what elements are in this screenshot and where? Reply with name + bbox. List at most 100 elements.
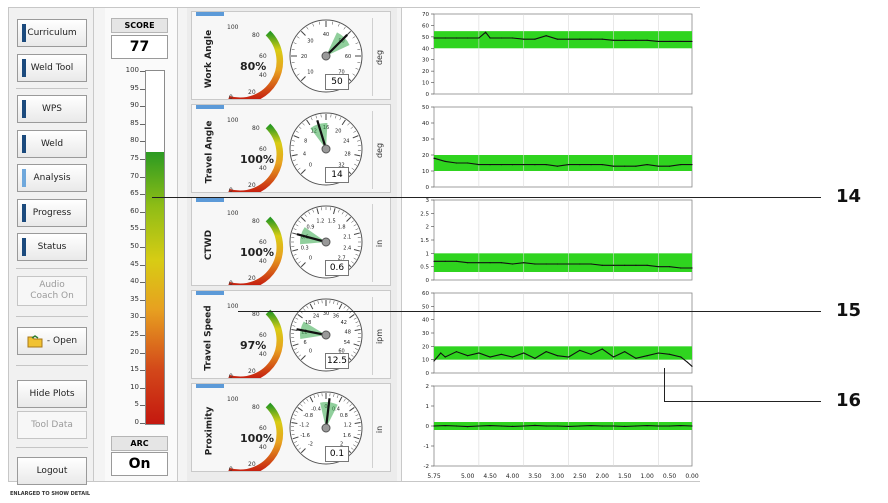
analysis-button[interactable]: Analysis: [17, 164, 87, 192]
data-point: [478, 164, 480, 166]
dial-tick-label: 10: [307, 70, 313, 76]
gauge-readout: 0.1: [325, 446, 349, 462]
data-point: [579, 263, 581, 265]
gauge-unit-text: deg: [375, 49, 385, 65]
tool-data-button[interactable]: Tool Data: [17, 411, 87, 439]
panel-tab: [196, 12, 224, 16]
weld-button[interactable]: Weld: [17, 130, 87, 158]
dial-tick-label: 0.9: [306, 224, 314, 230]
dial-tick-label: 60: [338, 349, 344, 355]
gauge-panel: Proximity 100 80 60 40 20 0 100% -2 -1.6 -1.2…: [191, 383, 391, 472]
dial-tick-label: 2: [340, 442, 343, 448]
data-point: [433, 360, 435, 362]
divider: [16, 316, 88, 317]
y-tick-label: 0: [426, 371, 430, 377]
y-tick-label: 40: [422, 121, 429, 127]
data-point: [485, 31, 487, 33]
y-tick-label: 30: [422, 331, 429, 337]
gauge-unit: deg: [372, 18, 387, 96]
y-tick-label: 30: [422, 58, 429, 64]
y-tick-label: 10: [422, 358, 429, 364]
button-label: Hide Plots: [29, 389, 75, 399]
gauge-title: Travel Angle: [195, 115, 223, 189]
dial-tick-label: 1.6: [343, 433, 351, 439]
logout-button[interactable]: Logout: [17, 457, 87, 485]
data-point: [556, 355, 558, 357]
status-button[interactable]: Status: [17, 233, 87, 261]
svg-text:0: 0: [229, 373, 233, 378]
data-point: [500, 164, 502, 166]
dial-tick-label: 30: [323, 311, 329, 317]
gauge-percent: 80%: [240, 60, 267, 73]
svg-text:60: 60: [259, 425, 267, 432]
data-point: [534, 38, 536, 40]
score-bar: [145, 70, 165, 425]
data-point: [511, 425, 514, 427]
y-tick-label: 20: [422, 153, 429, 159]
y-tick-label: 2: [426, 225, 430, 231]
y-tick-label: 70: [422, 12, 429, 18]
dial-tick-label: 70: [338, 70, 344, 76]
wps-button[interactable]: WPS: [17, 95, 87, 123]
data-point: [590, 164, 592, 166]
score-tick-label: 70: [113, 172, 145, 180]
data-point: [433, 37, 435, 39]
data-point: [635, 39, 637, 41]
score-tick-label: 80: [113, 136, 145, 144]
data-point: [668, 40, 671, 43]
dial-tick-label: 20: [301, 54, 307, 60]
hide-plots-button[interactable]: Hide Plots: [17, 380, 87, 408]
gauge-percent: 97%: [240, 339, 267, 352]
callout-line-16: [664, 401, 821, 402]
dial-tick-label: -0.4: [311, 406, 321, 412]
score-label: SCORE: [111, 18, 168, 33]
data-point: [478, 425, 480, 427]
dial-tick-label: 40: [323, 32, 329, 38]
score-tick-label: 55: [113, 224, 145, 232]
y-tick-label: 0: [426, 185, 430, 191]
gauge-title: Work Angle: [195, 22, 223, 96]
button-label: Status: [37, 242, 67, 252]
dial-needle: [296, 328, 327, 337]
x-tick-label: 3.00: [551, 473, 565, 480]
data-point: [590, 425, 592, 427]
y-tick-label: 40: [422, 46, 429, 52]
callout-16: 16: [836, 390, 862, 411]
gauge-unit-text: ipm: [375, 328, 385, 344]
trace-line: [434, 260, 692, 269]
data-point: [579, 38, 581, 40]
data-point: [646, 39, 648, 41]
audio-coach-button[interactable]: Audio Coach On: [17, 276, 87, 306]
x-tick-label: 0.50: [663, 473, 677, 480]
gauge-title: CTWD: [195, 208, 223, 282]
folder-icon: [27, 334, 43, 347]
curriculum-button[interactable]: Curriculum: [17, 19, 87, 47]
svg-text:40: 40: [259, 351, 267, 358]
data-point: [523, 38, 525, 40]
data-point: [478, 37, 480, 39]
svg-text:80: 80: [252, 125, 260, 132]
x-tick-label: 5.00: [461, 473, 475, 480]
panel-tab: [196, 384, 224, 388]
open-button[interactable]: - Open: [17, 327, 87, 355]
data-point: [556, 263, 558, 265]
y-tick-label: 60: [422, 291, 429, 297]
progress-button[interactable]: Progress: [17, 199, 87, 227]
data-point: [489, 37, 491, 39]
y-tick-label: 20: [422, 69, 429, 75]
gauge-title: Travel Speed: [195, 301, 223, 375]
data-point: [657, 266, 659, 268]
y-tick-label: 3: [426, 198, 430, 204]
sidebar: Curriculum Weld Tool WPS Weld Analysis P…: [9, 8, 94, 485]
data-point: [568, 164, 570, 166]
dial-tick-label: 32: [338, 163, 344, 169]
data-point: [646, 355, 648, 357]
weld-tool-button[interactable]: Weld Tool: [17, 54, 87, 82]
target-band: [434, 31, 692, 49]
data-point: [646, 425, 648, 427]
gauge-percent: 100%: [240, 153, 274, 166]
data-point: [657, 40, 659, 43]
dial-tick-label: 2.1: [343, 234, 351, 240]
